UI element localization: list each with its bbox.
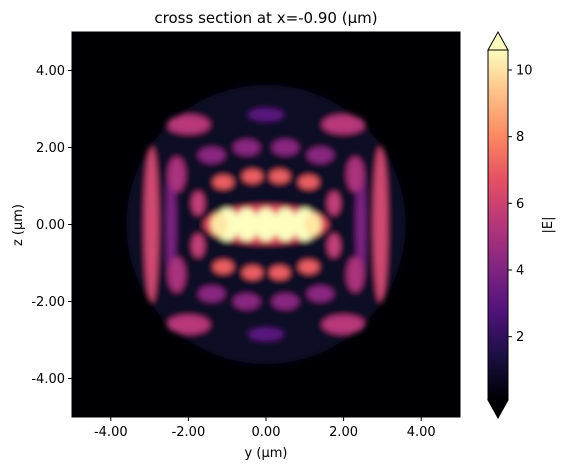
colorbar-gradient bbox=[487, 49, 509, 401]
heatmap-field-pattern bbox=[126, 84, 406, 365]
field-ring-lobe bbox=[307, 286, 334, 302]
field-side-lobe bbox=[373, 146, 388, 303]
field-ring-lobe bbox=[198, 147, 225, 163]
y-axis-label: z (μm) bbox=[11, 204, 26, 246]
y-tick-label: 4.00 bbox=[36, 64, 65, 79]
field-inner-ring-lobe bbox=[242, 169, 263, 183]
field-central-lobe bbox=[234, 208, 259, 241]
field-inner-ring-lobe bbox=[298, 175, 319, 189]
field-side-lobe bbox=[144, 146, 159, 303]
colorbar-tick-label: 4 bbox=[516, 264, 524, 279]
field-inner-ring-lobe bbox=[191, 234, 205, 258]
x-tick-label: -4.00 bbox=[94, 425, 128, 440]
field-ring-lobe bbox=[346, 257, 364, 293]
field-central-lobe bbox=[273, 208, 298, 241]
chart-title: cross section at x=-0.90 (μm) bbox=[154, 9, 377, 27]
field-ring-lobe bbox=[198, 286, 225, 302]
colorbar-extend-bottom bbox=[487, 399, 509, 420]
colorbar-tick-label: 6 bbox=[516, 197, 524, 212]
x-axis-label: y (μm) bbox=[245, 446, 288, 461]
field-inner-ring-lobe bbox=[327, 234, 341, 258]
field-central-lobe-edge bbox=[210, 212, 228, 237]
colorbar-label: |E| bbox=[541, 217, 556, 234]
heatmap-plot-area bbox=[72, 32, 460, 417]
field-central-lobe-edge bbox=[304, 212, 322, 237]
field-ring-lobe bbox=[233, 139, 260, 156]
x-tick-label: -2.00 bbox=[172, 425, 206, 440]
field-inner-ring-lobe bbox=[213, 260, 234, 274]
field-axial-lobe bbox=[248, 328, 284, 341]
colorbar-tick-label: 10 bbox=[516, 64, 533, 79]
field-corner-lobe bbox=[167, 315, 210, 334]
colorbar: 2 4 6 8 10 |E| bbox=[487, 30, 556, 420]
field-central-lobe bbox=[254, 208, 278, 241]
field-ring-lobe bbox=[346, 156, 364, 192]
field-ring-lobe bbox=[168, 156, 186, 192]
field-axial-lobe bbox=[248, 108, 284, 121]
field-corner-lobe bbox=[322, 115, 365, 134]
x-tick-label: 4.00 bbox=[407, 425, 436, 440]
field-corner-lobe bbox=[167, 115, 210, 134]
y-tick-label: 2.00 bbox=[36, 141, 65, 156]
colorbar-ticks: 2 4 6 8 10 bbox=[508, 64, 533, 345]
field-side-lobe-inner bbox=[355, 162, 367, 287]
field-inner-ring-lobe bbox=[269, 169, 290, 183]
field-inner-ring-lobe bbox=[327, 191, 341, 215]
x-tick-label: 0.00 bbox=[252, 425, 281, 440]
field-inner-ring-lobe bbox=[269, 266, 290, 280]
y-axis: -4.00 -2.00 0.00 2.00 4.00 bbox=[31, 64, 72, 387]
colorbar-extend-top bbox=[487, 30, 509, 51]
field-inner-ring-lobe bbox=[213, 175, 234, 189]
field-side-lobe-inner bbox=[165, 162, 177, 287]
field-inner-ring-lobe bbox=[242, 266, 263, 280]
field-corner-lobe bbox=[322, 315, 365, 334]
colorbar-tick-label: 2 bbox=[516, 330, 524, 345]
colorbar-tick-label: 8 bbox=[516, 130, 524, 145]
y-tick-label: -4.00 bbox=[31, 372, 65, 387]
x-tick-label: 2.00 bbox=[329, 425, 358, 440]
field-ring-lobe bbox=[307, 147, 334, 163]
field-inner-ring-lobe bbox=[298, 260, 319, 274]
field-ring-lobe bbox=[272, 139, 299, 156]
x-axis: -4.00 -2.00 0.00 2.00 4.00 bbox=[94, 417, 436, 440]
y-tick-label: -2.00 bbox=[31, 295, 65, 310]
field-ring-lobe bbox=[272, 293, 299, 310]
field-inner-ring-lobe bbox=[191, 191, 205, 215]
y-tick-label: 0.00 bbox=[36, 218, 65, 233]
field-ring-lobe bbox=[233, 293, 260, 310]
field-ring-lobe bbox=[168, 257, 186, 293]
